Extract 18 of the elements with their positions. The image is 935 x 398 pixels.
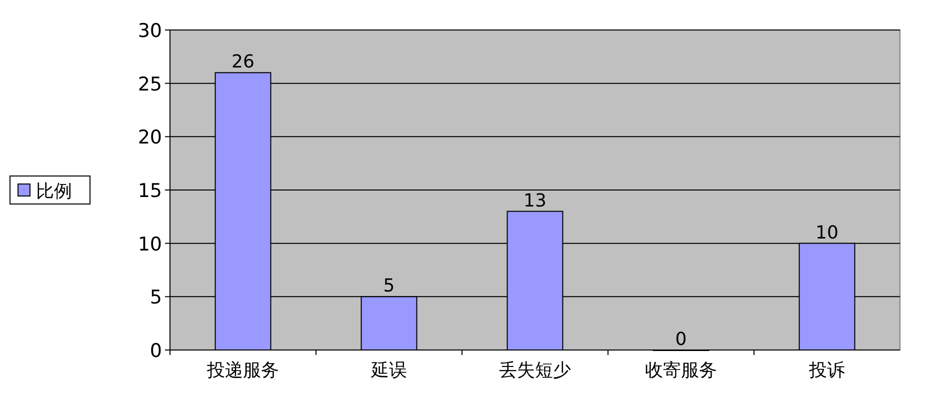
x-tick-label: 投递服务 bbox=[206, 360, 279, 381]
x-tick-label: 投诉 bbox=[808, 360, 845, 381]
x-tick-label: 丢失短少 bbox=[499, 360, 571, 381]
data-label: 13 bbox=[524, 190, 546, 212]
data-label: 10 bbox=[816, 222, 838, 244]
y-tick-label: 25 bbox=[138, 73, 162, 96]
y-tick-label: 0 bbox=[150, 340, 162, 362]
data-label: 0 bbox=[675, 329, 687, 350]
legend-label: 比例 bbox=[36, 181, 72, 202]
x-tick-label: 延误 bbox=[370, 360, 407, 381]
data-label: 26 bbox=[232, 52, 254, 73]
y-tick-label: 10 bbox=[138, 233, 162, 256]
y-tick-label: 30 bbox=[138, 20, 162, 42]
y-tick-label: 5 bbox=[150, 286, 162, 309]
data-label: 5 bbox=[383, 276, 395, 297]
y-tick-label: 20 bbox=[138, 126, 162, 149]
y-tick-label: 15 bbox=[138, 180, 162, 202]
x-tick-label: 收寄服务 bbox=[645, 360, 717, 381]
